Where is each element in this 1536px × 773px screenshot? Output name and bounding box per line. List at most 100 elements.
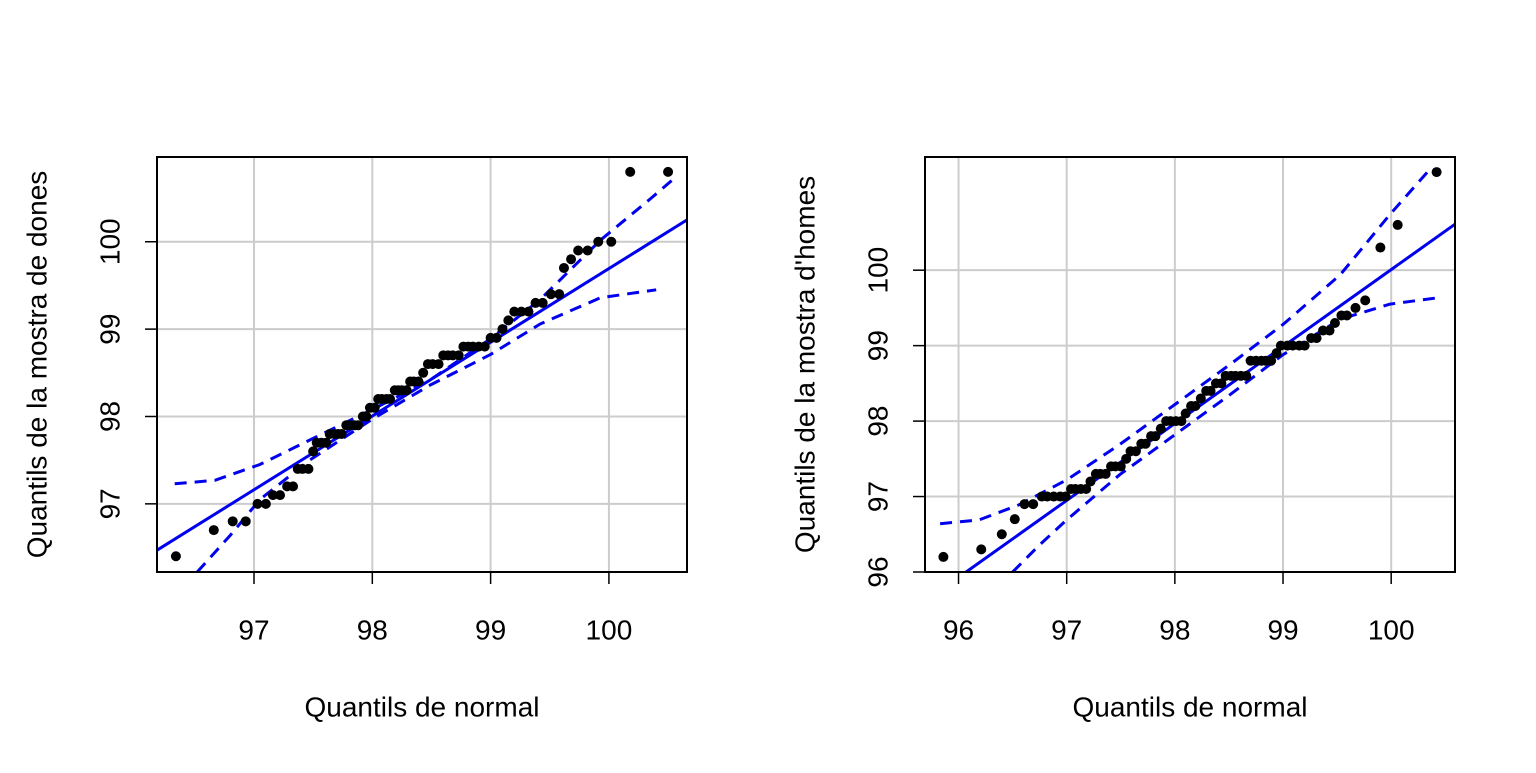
data-point [503,315,514,326]
data-point [1190,401,1201,411]
confidence-band-lower [1011,296,1436,572]
y-tick-label: 100 [94,218,125,265]
data-point [1140,438,1151,449]
data-point [1216,378,1227,389]
plot-frame [924,156,1456,573]
data-point [240,516,251,527]
data-point [1360,295,1371,306]
confidence-band-lower [196,288,657,572]
x-tick-label: 96 [943,614,974,645]
data-point [170,551,181,562]
data-point [303,463,314,474]
data-point [1311,333,1322,344]
data-point [558,262,569,273]
data-point [252,498,263,509]
data-point [1100,468,1111,479]
data-point [208,525,219,536]
x-tick-label: 100 [586,614,633,645]
data-point [1060,491,1071,502]
data-point [288,481,299,492]
data-point [361,411,372,422]
x-tick-label: 99 [475,614,506,645]
x-tick-label: 97 [238,614,269,645]
plot-frame [156,156,688,573]
data-point [1176,416,1187,427]
data-point [996,529,1007,540]
y-tick-label: 96 [862,556,893,587]
y-axis-label: Quantils de la mostra d'homes [789,176,820,553]
data-point [1350,302,1361,313]
data-point [1028,499,1039,510]
x-tick-label: 98 [357,614,388,645]
data-point [1241,370,1252,381]
data-point [321,437,332,448]
data-point [625,166,636,177]
data-point [1205,385,1216,396]
data-point [1019,499,1030,510]
data-point [1431,167,1442,178]
data-point [1085,476,1096,487]
y-tick-label: 99 [862,330,893,361]
data-point [1150,431,1161,442]
data-point [267,490,278,501]
data-point [1324,325,1335,336]
x-tick-label: 99 [1267,614,1298,645]
y-tick-label: 98 [862,406,893,437]
x-axis-label: Quantils de normal [304,691,539,722]
data-point [413,376,424,387]
data-point [573,245,584,256]
data-point [554,289,565,300]
data-point [369,402,380,413]
data-point [606,236,617,247]
data-point [1375,242,1386,253]
data-point [582,245,593,256]
y-axis-label: Quantils de la mostra de dones [21,171,52,559]
y-tick-label: 98 [94,401,125,432]
data-point [1130,446,1141,457]
data-point [1081,484,1092,494]
data-point [385,394,396,405]
y-tick-label: 97 [862,481,893,512]
x-tick-label: 97 [1051,614,1082,645]
data-point [418,367,429,378]
data-point [275,490,286,501]
data-point [593,236,604,247]
data-point [1115,461,1126,472]
plot-area [157,157,687,572]
data-point [530,297,541,308]
reference-line [965,222,1455,572]
data-point [1266,355,1277,366]
data-point [353,420,364,431]
data-point [1180,408,1191,419]
data-point [545,289,556,300]
data-point [260,498,271,509]
data-point [1009,514,1020,525]
data-point [1299,340,1310,351]
x-axis-label: Quantils de normal [1072,691,1307,722]
x-tick-label: 98 [1159,614,1190,645]
data-point [566,254,577,265]
data-point [479,341,490,352]
confidence-band-upper [174,179,673,486]
data-point [308,446,319,457]
data-point [1121,453,1132,464]
data-point [1195,393,1206,404]
data-point [663,166,674,177]
data-point [1392,219,1403,230]
data-point [401,385,412,396]
data-point [227,516,238,527]
data-point [537,297,548,308]
data-point [453,350,464,361]
data-point [433,359,444,370]
y-tick-label: 97 [94,488,125,519]
data-point [1329,318,1340,328]
y-tick-label: 100 [862,247,893,294]
data-point [516,306,527,317]
data-point [938,551,949,562]
data-point [976,544,987,555]
data-point [336,428,347,439]
data-point [523,306,534,317]
plot-area [925,157,1455,572]
